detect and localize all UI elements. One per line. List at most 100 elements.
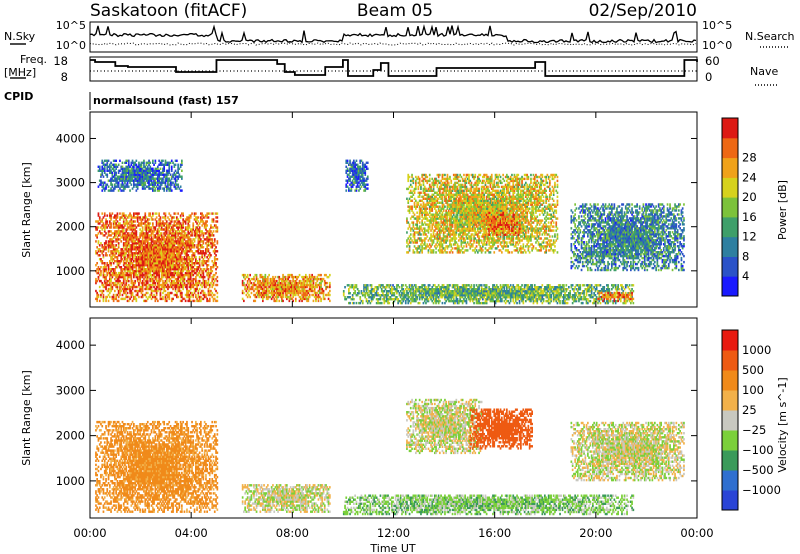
power-cell-0 xyxy=(163,224,165,227)
power-cell-3 xyxy=(517,284,520,287)
power-cell-0 xyxy=(106,264,109,267)
power-cell-0 xyxy=(136,291,139,295)
power-cell-2 xyxy=(329,285,331,289)
power-cell-0 xyxy=(144,254,147,257)
power-cell-0 xyxy=(159,291,162,295)
power-cell-3 xyxy=(437,299,440,303)
power-cell-3 xyxy=(372,288,374,291)
power-cell-0 xyxy=(125,260,128,263)
power-cell-1 xyxy=(131,171,134,174)
power-cell-0 xyxy=(125,214,128,217)
power-cell-0 xyxy=(206,248,208,251)
power-cell-1 xyxy=(105,163,107,166)
power-cell-3 xyxy=(480,301,483,305)
power-cell-0 xyxy=(188,238,191,241)
power-cell-0 xyxy=(198,295,201,299)
power-cell-3 xyxy=(445,290,447,293)
power-cell-0 xyxy=(191,242,193,245)
power-cell-0 xyxy=(129,287,131,291)
power-cell-0 xyxy=(177,238,179,241)
power-cell-3 xyxy=(516,284,518,287)
power-cell-0 xyxy=(141,285,144,289)
power-cell-3 xyxy=(375,292,378,295)
power-cell-0 xyxy=(116,287,119,291)
power-cell-2 xyxy=(241,273,244,277)
power-cell-0 xyxy=(125,218,128,221)
power-cell-0 xyxy=(119,283,121,287)
power-cell-3 xyxy=(364,294,367,297)
power-cell-2 xyxy=(318,289,321,293)
power-cell-1 xyxy=(120,175,123,178)
power-cell-0 xyxy=(177,269,179,273)
power-cell-0 xyxy=(149,254,152,257)
power-cell-0 xyxy=(173,269,176,273)
power-cell-0 xyxy=(173,250,176,253)
power-cell-1 xyxy=(163,181,165,184)
power-cell-1 xyxy=(140,161,143,164)
power-cell-0 xyxy=(121,275,124,279)
power-cell-1 xyxy=(126,177,129,180)
power-cell-2 xyxy=(293,281,296,285)
power-cell-1 xyxy=(158,179,160,182)
power-cell-3 xyxy=(412,292,415,295)
power-cell-0 xyxy=(127,244,130,247)
power-cell-0 xyxy=(102,234,105,237)
power-cell-3 xyxy=(495,284,498,287)
power-cell-0 xyxy=(179,260,182,263)
power-cell-0 xyxy=(103,248,106,251)
power-cell-2 xyxy=(286,285,288,289)
power-cell-2 xyxy=(292,295,294,299)
power-cell-0 xyxy=(127,214,130,217)
power-cell-3 xyxy=(517,298,520,301)
power-cell-0 xyxy=(96,297,98,301)
power-cell-1 xyxy=(163,187,165,190)
power-cell-0 xyxy=(120,256,123,259)
power-cell-3 xyxy=(409,294,412,297)
power-cell-0 xyxy=(153,271,155,275)
power-cell-0 xyxy=(125,228,128,231)
power-cell-0 xyxy=(136,252,139,255)
power-cell-0 xyxy=(170,232,173,235)
power-cell-3 xyxy=(412,299,415,303)
power-cell-3 xyxy=(488,288,490,291)
power-cell-0 xyxy=(144,220,147,223)
power-cell-0 xyxy=(110,269,112,273)
power-cell-0 xyxy=(119,273,121,277)
power-cell-0 xyxy=(133,266,135,269)
power-cell-3 xyxy=(454,292,456,295)
power-cell-2 xyxy=(258,291,260,295)
power-cell-0 xyxy=(102,266,105,269)
power-cell-3 xyxy=(420,290,422,293)
power-cell-1 xyxy=(181,159,183,162)
power-cell-3 xyxy=(484,286,487,289)
power-cell-0 xyxy=(196,226,198,229)
power-cell-0 xyxy=(130,268,133,271)
power-cell-1 xyxy=(157,183,159,186)
power-cell-0 xyxy=(144,268,147,271)
power-cell-0 xyxy=(183,266,186,269)
power-cell-3 xyxy=(480,284,483,287)
power-cell-0 xyxy=(131,232,134,235)
power-cell-0 xyxy=(140,252,143,255)
power-cell-0 xyxy=(101,218,104,221)
power-cell-3 xyxy=(484,290,487,293)
power-cell-2 xyxy=(248,293,250,297)
power-cell-3 xyxy=(477,294,479,297)
power-cell-3 xyxy=(523,296,526,299)
power-cell-1 xyxy=(107,169,110,172)
power-cell-2 xyxy=(325,293,327,297)
power-cell-3 xyxy=(418,296,421,299)
power-cell-2 xyxy=(320,299,322,303)
power-cell-2 xyxy=(251,285,254,289)
power-cell-0 xyxy=(103,230,106,233)
power-cell-2 xyxy=(272,295,274,299)
power-cell-0 xyxy=(145,275,148,279)
power-cell-0 xyxy=(150,287,153,291)
power-cell-3 xyxy=(536,294,539,297)
power-cell-0 xyxy=(117,252,120,255)
power-cell-2 xyxy=(299,289,302,293)
power-cell-2 xyxy=(308,275,311,279)
power-cell-0 xyxy=(159,264,162,267)
power-cell-3 xyxy=(478,288,480,291)
power-cell-0 xyxy=(181,271,183,275)
